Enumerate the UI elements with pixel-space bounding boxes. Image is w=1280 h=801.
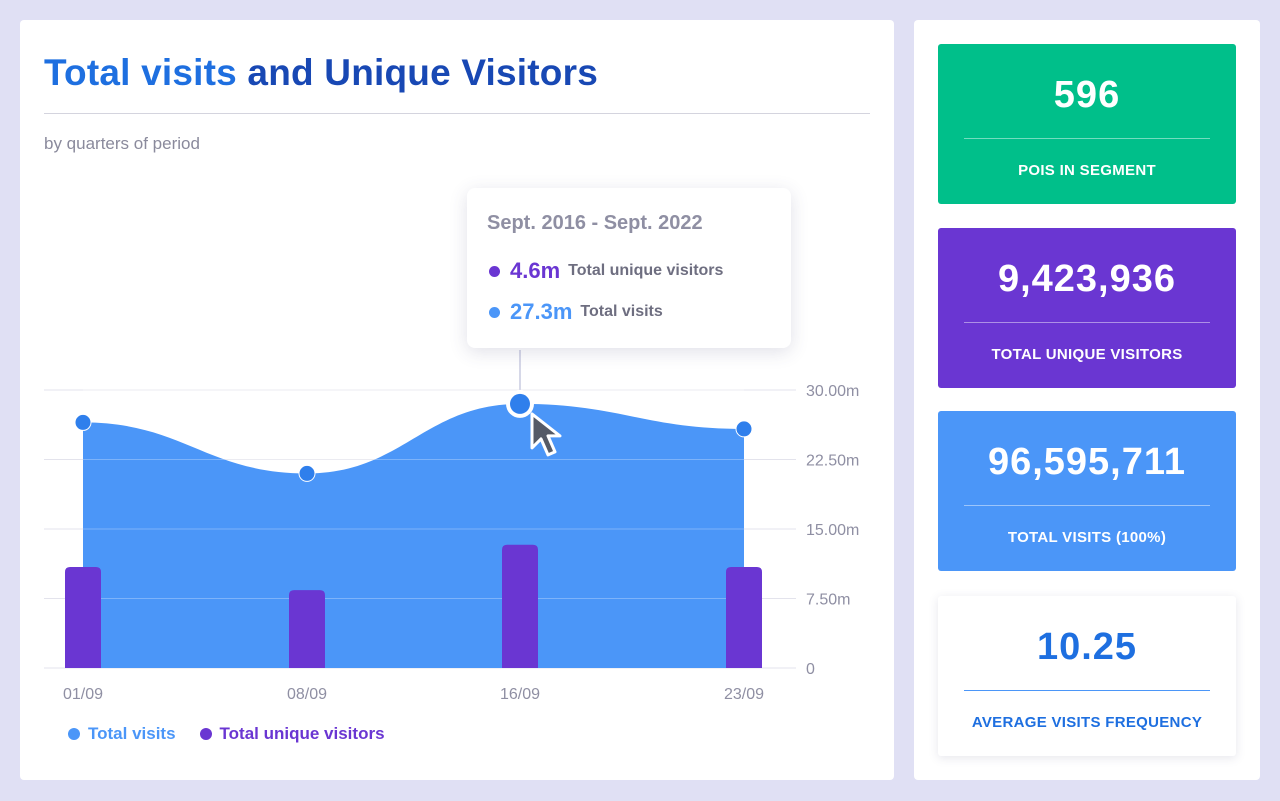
total-visits-point xyxy=(735,420,753,438)
kpi-card-total-visits: 96,595,711 TOTAL VISITS (100%) xyxy=(938,411,1236,571)
kpi-pois-divider xyxy=(964,138,1210,139)
tooltip-row-visits: 27.3m Total visits xyxy=(489,299,663,325)
chart-tooltip: Sept. 2016 - Sept. 2022 4.6m Total uniqu… xyxy=(467,188,791,348)
kpi-card-avg-frequency: 10.25 AVERAGE VISITS FREQUENCY xyxy=(938,596,1236,756)
tooltip-visits-dot xyxy=(489,306,500,318)
kpi-total-visits-label: TOTAL VISITS (100%) xyxy=(1007,529,1167,546)
total-visits-point xyxy=(74,413,92,431)
kpi-panel: 596 POIS IN SEGMENT 9,423,936 TOTAL UNIQ… xyxy=(914,20,1260,780)
tooltip-visits-value: 27.3m xyxy=(510,299,573,324)
chart-plot[interactable]: 0 7.50m 15.00m 22.50m 30.00m 01/09 08/09 16/09 2… xyxy=(20,20,894,720)
tooltip-visits-label: Total visits xyxy=(580,303,663,320)
tooltip-row-unique: 4.6m Total unique visitors xyxy=(489,258,723,284)
chart-title: Total visits and Unique Visitors xyxy=(44,52,598,94)
kpi-avg-frequency-divider xyxy=(964,690,1210,691)
title-rest: and Unique Visitors xyxy=(247,52,598,93)
highlight-point xyxy=(510,393,530,414)
title-highlight: Total visits xyxy=(44,52,237,93)
kpi-total-visits-divider xyxy=(964,505,1210,506)
tooltip-unique-dot xyxy=(489,265,500,277)
unique-visitors-bar xyxy=(289,590,325,668)
tooltip-unique-label: Total unique visitors xyxy=(568,262,724,279)
mouse-pointer-icon xyxy=(530,412,562,457)
legend-total-visits-label: Total visits xyxy=(88,724,176,743)
y-tick-label: 30.00m xyxy=(806,383,859,400)
cursor xyxy=(530,412,562,457)
chart-panel: Total visits and Unique Visitors by quar… xyxy=(20,20,894,780)
x-tick-label: 16/09 xyxy=(500,686,540,703)
tooltip-period: Sept. 2016 - Sept. 2022 xyxy=(487,212,703,234)
legend-total-visits-dot xyxy=(68,728,80,740)
chart-legend: Total visits Total unique visitors xyxy=(68,724,409,744)
unique-visitors-bars xyxy=(65,544,762,668)
legend-item-total-visits[interactable]: Total visits xyxy=(68,724,176,744)
kpi-avg-frequency-label: AVERAGE VISITS FREQUENCY xyxy=(971,714,1203,731)
kpi-card-unique-visitors: 9,423,936 TOTAL UNIQUE VISITORS xyxy=(938,228,1236,388)
x-tick-label: 08/09 xyxy=(287,686,327,703)
kpi-pois-label: POIS IN SEGMENT xyxy=(1018,162,1156,179)
y-tick-label: 22.50m xyxy=(806,453,859,470)
axis-labels: 0 7.50m 15.00m 22.50m 30.00m 01/09 08/09 16/09 2… xyxy=(63,383,859,703)
total-visits-area-shape xyxy=(83,403,744,668)
unique-visitors-bar xyxy=(65,566,101,668)
y-tick-label: 15.00m xyxy=(806,522,859,539)
legend-unique-visitors-dot xyxy=(199,728,212,740)
tooltip-unique-value: 4.6m xyxy=(510,258,561,283)
y-tick-label: 0 xyxy=(806,661,815,678)
kpi-total-visits-value: 96,595,711 xyxy=(987,441,1187,483)
kpi-pois-value: 596 xyxy=(1053,74,1121,116)
kpi-card-pois: 596 POIS IN SEGMENT xyxy=(938,44,1236,204)
total-visits-point xyxy=(298,464,316,482)
kpi-unique-visitors-label: TOTAL UNIQUE VISITORS xyxy=(991,346,1183,363)
unique-visitors-bar xyxy=(726,566,762,668)
y-tick-label: 7.50m xyxy=(806,592,850,609)
legend-unique-visitors-label: Total unique visitors xyxy=(219,724,385,743)
x-tick-label: 01/09 xyxy=(63,686,103,703)
total-visits-points xyxy=(74,350,753,482)
chart-subtitle: by quarters of period xyxy=(44,134,200,153)
x-tick-label: 23/09 xyxy=(724,686,764,703)
title-divider xyxy=(44,113,870,114)
kpi-unique-visitors-value: 9,423,936 xyxy=(997,258,1177,300)
kpi-unique-visitors-divider xyxy=(964,322,1210,323)
total-visits-area xyxy=(83,389,744,668)
kpi-avg-frequency-value: 10.25 xyxy=(1036,626,1138,668)
unique-visitors-bar xyxy=(502,544,538,668)
legend-item-unique-visitors[interactable]: Total unique visitors xyxy=(199,724,385,744)
